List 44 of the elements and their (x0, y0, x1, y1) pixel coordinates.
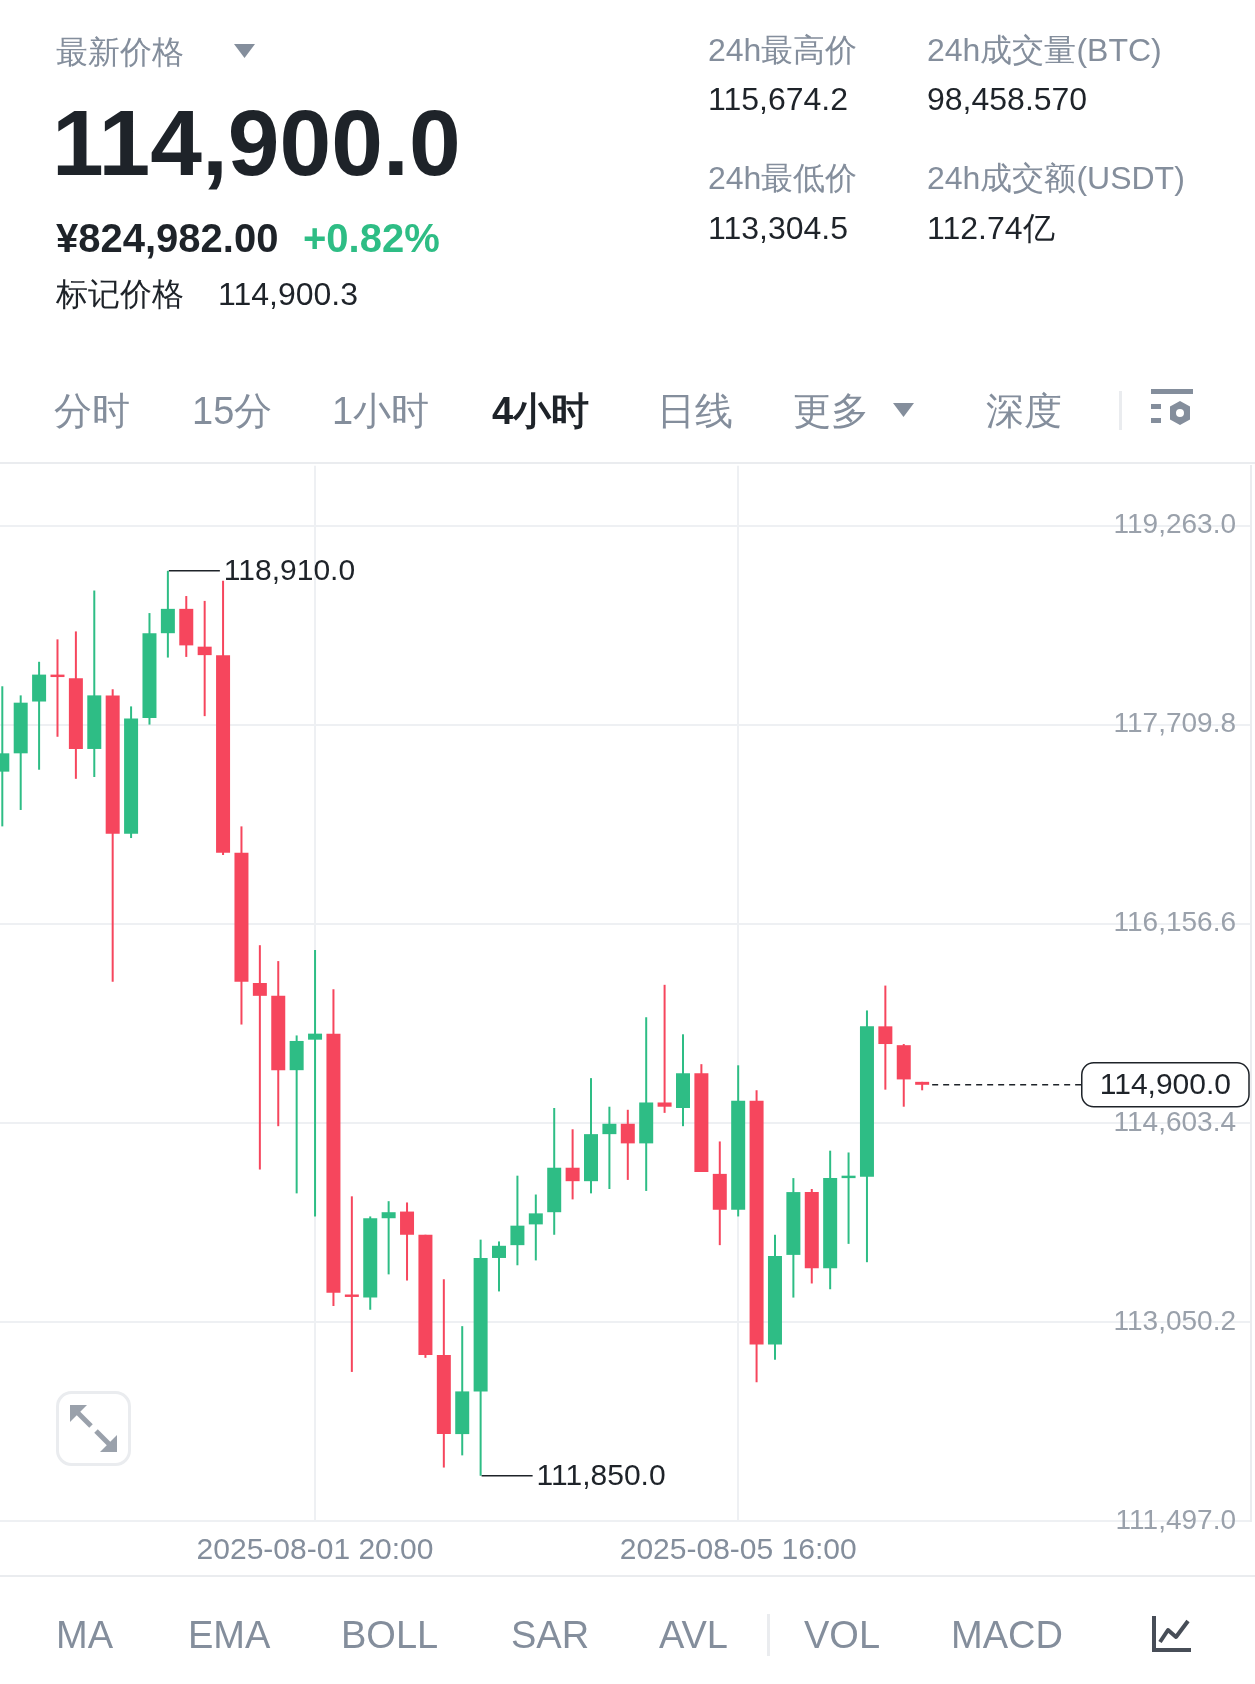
y-tick-label: 119,263.0 (1113, 508, 1236, 540)
y-tick-label: 117,709.8 (1113, 707, 1236, 739)
chart-subtitle: 114,900.0 (52, 90, 461, 198)
y-tick-label: 116,156.6 (1113, 906, 1236, 938)
annotation: 111,850.0 (536, 1458, 666, 1492)
text: 24h最高价 (708, 30, 858, 70)
text: 日线 (657, 389, 733, 435)
text: 98,458.570 (927, 79, 1088, 119)
candlestick (308, 950, 323, 1217)
text: SAR (511, 1613, 590, 1659)
text: ¥824,982.00 (56, 215, 279, 262)
text: 标记价格 (56, 274, 184, 314)
y-tick-label: 111,497.0 (1115, 1503, 1236, 1535)
y-tick-label: 113,050.2 (1113, 1304, 1236, 1336)
text: VOL (804, 1613, 881, 1659)
candlestick (197, 600, 212, 717)
text: MA (56, 1613, 113, 1659)
text: 4小时 (492, 389, 590, 435)
text: 114,900.3 (218, 274, 358, 314)
text: 24h成交量(BTC) (927, 30, 1162, 70)
x-tick-label: 2025-08-05 16:00 (619, 1532, 857, 1566)
text: 15分 (192, 389, 273, 435)
text: 112.74亿 (927, 208, 1055, 248)
chart-title: 最新价格 (56, 32, 184, 72)
text: AVL (659, 1613, 729, 1659)
text: 24h最低价 (708, 158, 858, 198)
text: 深度 (986, 389, 1062, 435)
text: 24h成交额(USDT) (927, 158, 1185, 198)
candlestick (657, 984, 672, 1113)
text: 113,304.5 (708, 208, 848, 248)
text: MACD (951, 1613, 1063, 1659)
annotation: 118,910.0 (223, 553, 356, 587)
text: EMA (188, 1613, 271, 1659)
candlestick (252, 945, 267, 1170)
text: BOLL (341, 1613, 439, 1659)
x-tick-label: 2025-08-01 20:00 (196, 1532, 434, 1566)
candlestick (381, 1201, 396, 1275)
text: 更多 (793, 389, 869, 435)
text: 115,674.2 (708, 79, 848, 119)
text: 分时 (54, 389, 130, 435)
text: +0.82% (303, 215, 440, 262)
y-tick-label: 114,603.4 (1113, 1105, 1236, 1137)
text: 1小时 (332, 389, 430, 435)
ref-line-label: 114,900.0 (1099, 1067, 1232, 1101)
